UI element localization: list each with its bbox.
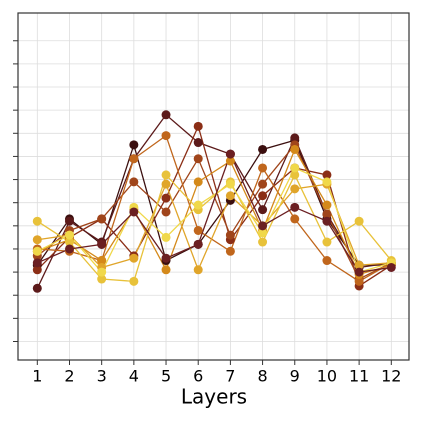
data-point	[258, 205, 268, 215]
x-tick-label: 7	[225, 367, 235, 386]
data-point	[193, 225, 203, 235]
x-tick-label: 2	[64, 367, 74, 386]
x-tick-label: 1	[32, 367, 42, 386]
data-point	[193, 200, 203, 210]
data-point	[64, 230, 74, 240]
series-line	[36, 113, 392, 289]
series-line	[36, 124, 392, 287]
x-tick-label: 3	[97, 367, 107, 386]
data-point	[354, 267, 364, 277]
data-point	[386, 262, 396, 272]
data-point	[258, 228, 268, 238]
series-line	[36, 139, 392, 266]
data-point	[258, 221, 268, 231]
data-point	[193, 121, 203, 131]
data-point	[322, 200, 332, 210]
data-point	[64, 216, 74, 226]
data-point	[64, 237, 74, 247]
data-point	[97, 239, 107, 249]
x-tick-label: 10	[317, 367, 337, 386]
data-point	[97, 214, 107, 224]
data-point	[354, 260, 364, 270]
series-line	[36, 143, 392, 280]
data-point	[161, 179, 171, 189]
series-line	[37, 148, 392, 276]
data-point	[193, 265, 203, 275]
data-point	[32, 265, 42, 275]
series-line	[37, 167, 392, 274]
data-point	[161, 170, 171, 180]
x-tick-label: 9	[290, 367, 300, 386]
data-point	[32, 258, 42, 268]
x-tick-label: 8	[257, 367, 267, 386]
data-point	[64, 244, 74, 254]
data-point	[354, 216, 364, 226]
data-point	[32, 283, 42, 293]
data-point	[129, 154, 139, 164]
data-point	[193, 239, 203, 249]
plot-frame	[17, 12, 410, 361]
data-point	[193, 138, 203, 148]
data-point	[129, 253, 139, 263]
data-point	[258, 144, 268, 154]
x-tick-label: 4	[129, 367, 139, 386]
data-point	[161, 232, 171, 242]
data-point	[290, 170, 300, 180]
data-point	[225, 230, 235, 240]
data-point	[258, 179, 268, 189]
series-line	[36, 173, 392, 283]
data-point	[161, 193, 171, 203]
x-axis-label: Layers	[181, 385, 247, 409]
data-point	[129, 140, 139, 150]
data-point	[129, 276, 139, 286]
data-point	[225, 179, 235, 189]
data-point	[322, 216, 332, 226]
data-point	[161, 265, 171, 275]
data-point	[322, 170, 332, 180]
data-point	[322, 256, 332, 266]
data-point	[290, 184, 300, 194]
data-point	[129, 177, 139, 187]
data-point	[225, 246, 235, 256]
x-tick-label: 6	[193, 367, 203, 386]
data-point	[290, 144, 300, 154]
data-point	[97, 274, 107, 284]
data-point	[225, 156, 235, 166]
data-point	[161, 253, 171, 263]
data-point	[225, 149, 235, 159]
data-point	[258, 191, 268, 201]
data-point	[290, 133, 300, 143]
data-point	[129, 207, 139, 217]
x-tick-label: 11	[349, 367, 369, 386]
data-point	[97, 256, 107, 266]
data-point	[193, 154, 203, 164]
data-point	[161, 207, 171, 217]
plot-area	[18, 13, 409, 360]
data-point	[32, 235, 42, 245]
data-point	[32, 216, 42, 226]
x-tick-label: 5	[161, 367, 171, 386]
series-line	[37, 134, 392, 283]
data-point	[322, 237, 332, 247]
series-line	[37, 152, 392, 273]
data-point	[290, 163, 300, 173]
data-point	[97, 267, 107, 277]
data-point	[354, 276, 364, 286]
data-point	[258, 163, 268, 173]
data-point	[290, 214, 300, 224]
data-point	[161, 110, 171, 120]
data-point	[161, 131, 171, 141]
data-point	[193, 177, 203, 187]
x-tick-label: 12	[381, 367, 401, 386]
data-point	[258, 237, 268, 247]
data-point	[290, 202, 300, 212]
data-point	[322, 177, 332, 187]
data-point	[225, 191, 235, 201]
data-point	[322, 209, 332, 219]
data-point	[32, 246, 42, 256]
